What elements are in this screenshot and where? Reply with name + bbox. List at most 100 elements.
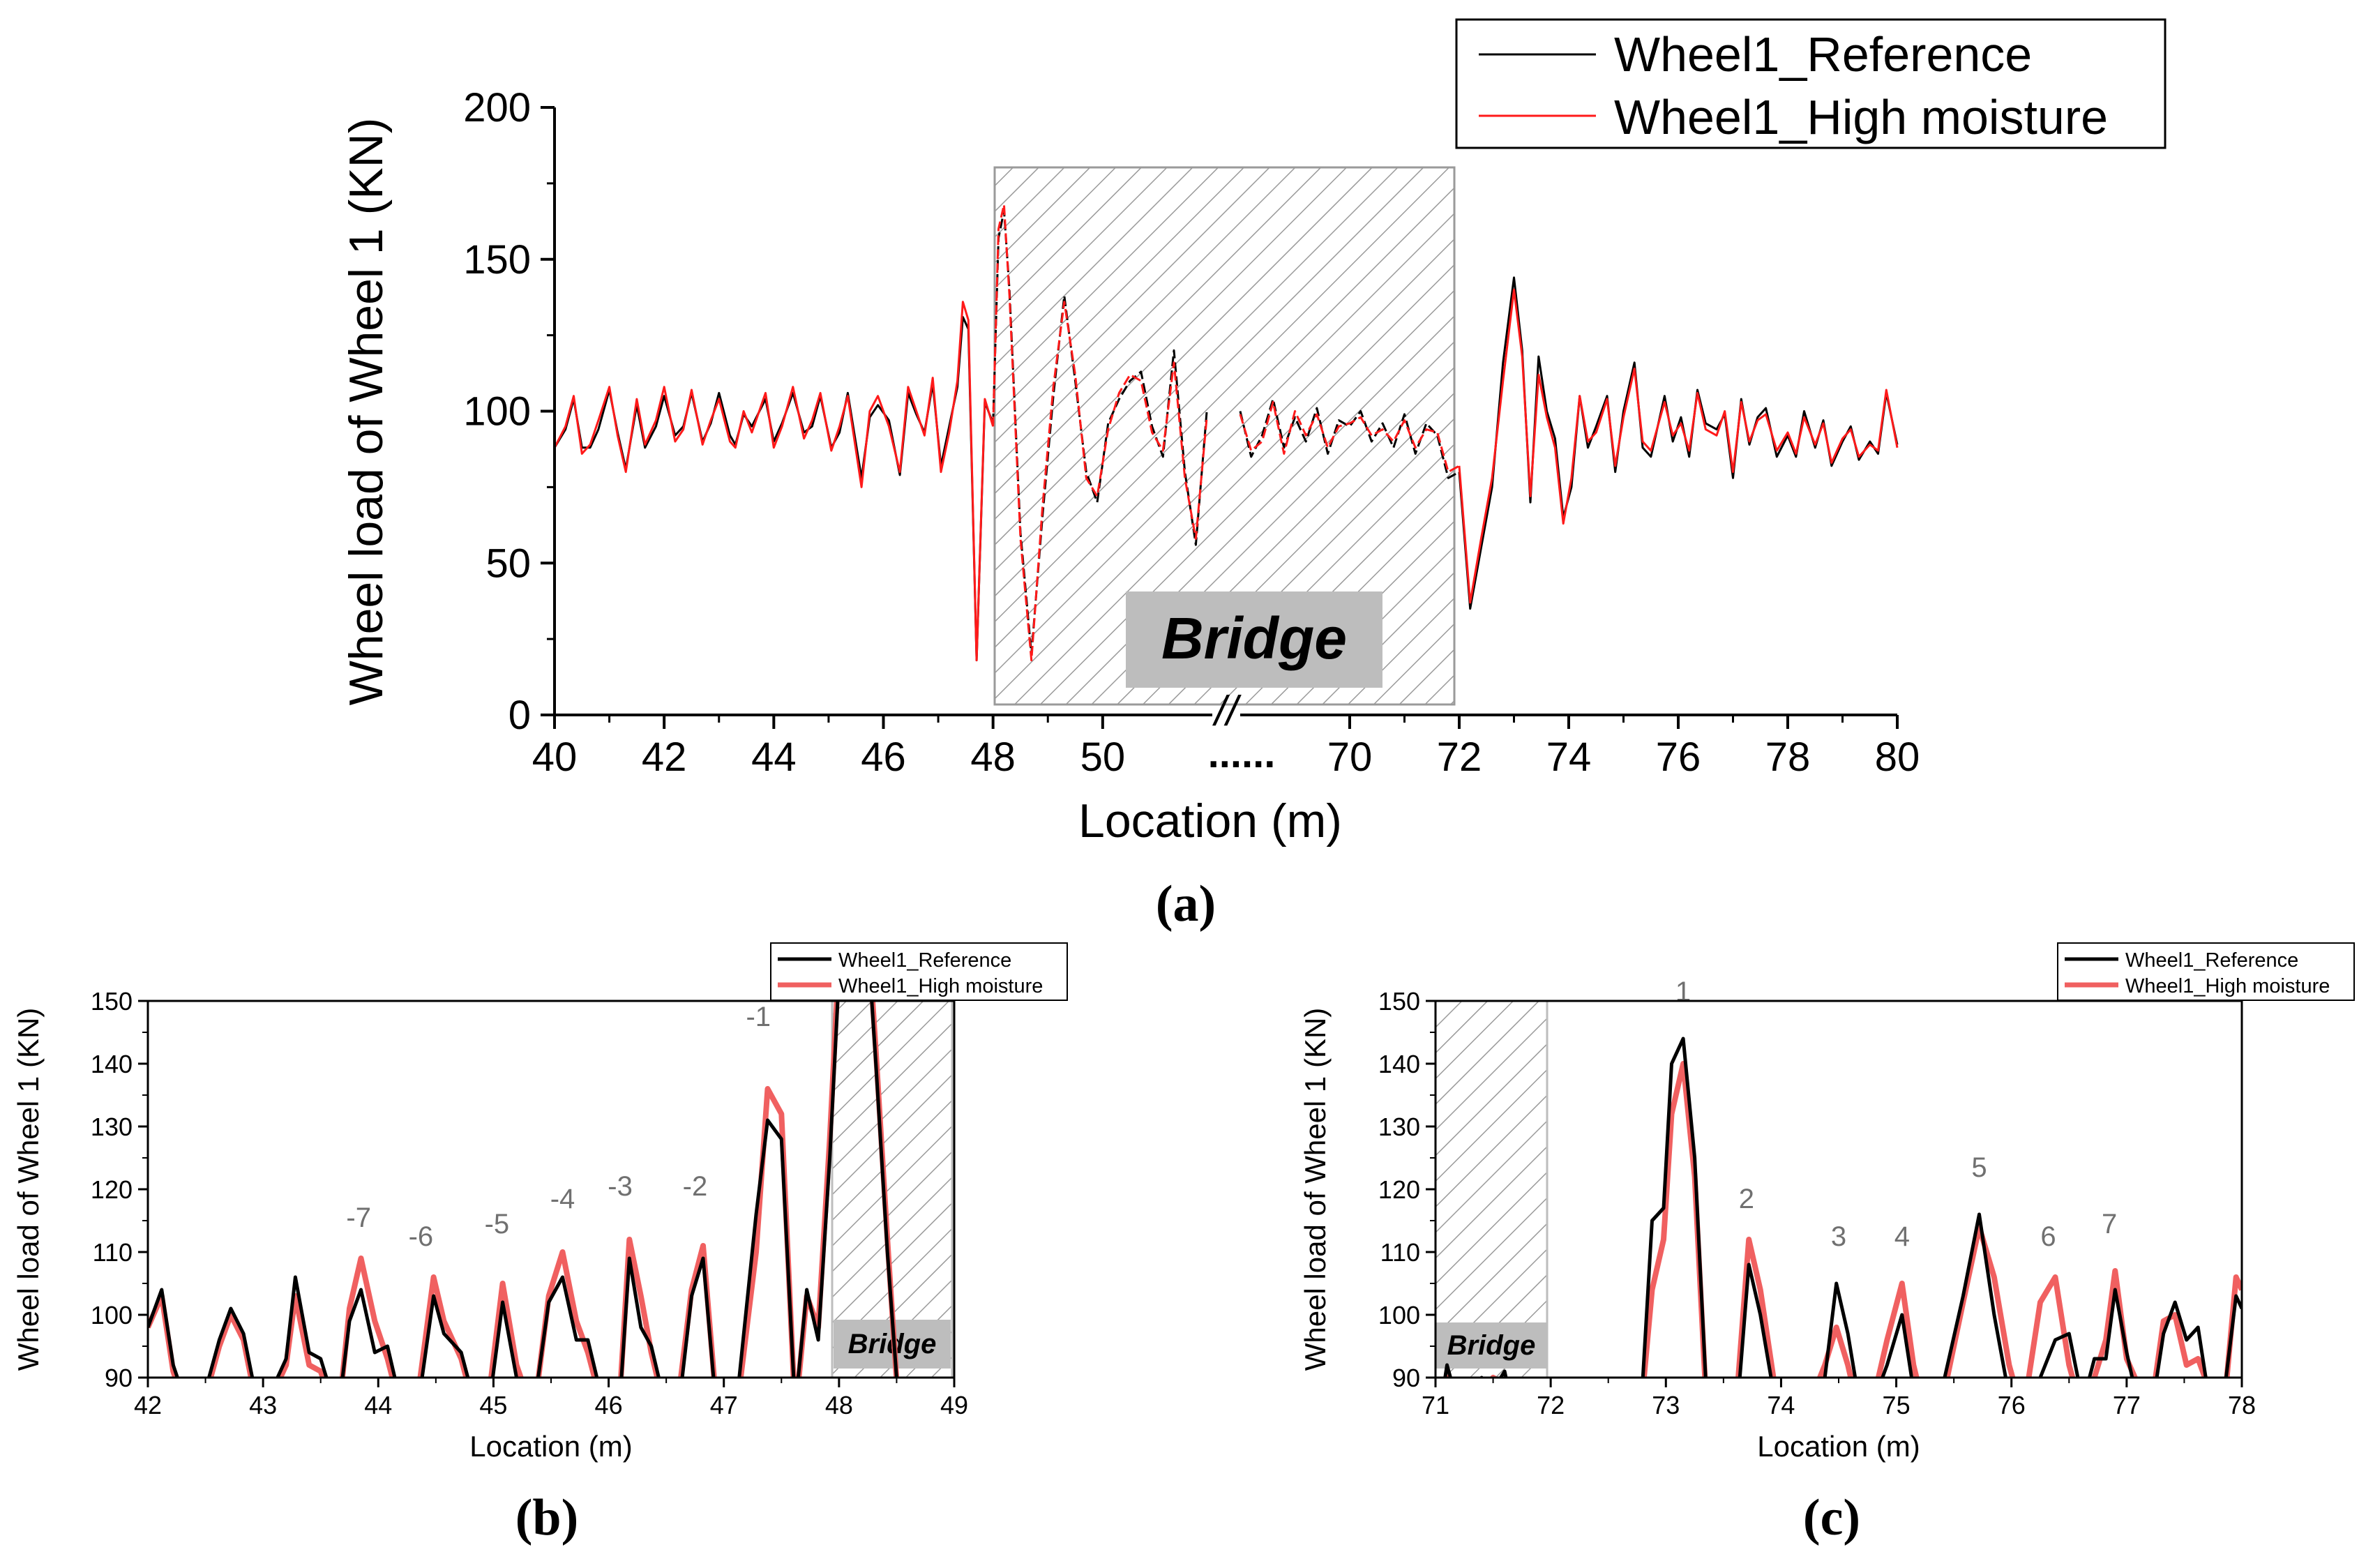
series-line-c-reference — [1443, 1036, 2242, 1378]
panel-a: Bridge 0 50 100 150 200 40 42 44 46 48 50 70 72 74 76 7… — [340, 18, 2167, 933]
x-tick-label-c: 73 — [1652, 1391, 1680, 1419]
bridge-label-box-c — [1436, 1322, 1547, 1369]
bridge-label-a: Bridge — [1161, 605, 1347, 671]
x-tick-label-a: 50 — [1080, 734, 1126, 780]
peak-labels-c: 1 2 3 4 5 6 7 — [1675, 977, 2117, 1252]
x-tick-label-a: 74 — [1546, 734, 1592, 780]
x-tick-label-c: 72 — [1537, 1391, 1565, 1419]
plot-lines-b — [148, 1001, 900, 1378]
y-tick-label-b: 150 — [91, 987, 133, 1016]
x-axis-label-a: Location (m) — [1078, 794, 1342, 847]
y-tick-label-c: 90 — [1392, 1364, 1420, 1392]
x-tick-label-a: 42 — [642, 734, 687, 780]
peak-label-b: -4 — [550, 1184, 575, 1214]
legend-b: Wheel1_Reference Wheel1_High moisture — [770, 942, 1068, 1001]
peak-labels-b: -7 -6 -5 -4 -3 -2 -1 — [346, 1002, 771, 1252]
x-tick-label-c: 75 — [1883, 1391, 1911, 1419]
x-tick-label-a: 80 — [1875, 734, 1920, 780]
y-tick-label-b: 120 — [91, 1175, 133, 1204]
x-tick-label-c: 78 — [2228, 1391, 2256, 1419]
y-tick-label-a: 100 — [463, 389, 531, 435]
legend-c: Wheel1_Reference Wheel1_High moisture — [2057, 942, 2355, 1001]
x-tick-label-a: 70 — [1327, 734, 1373, 780]
x-tick-label-c: 74 — [1767, 1391, 1795, 1419]
peak-label-c: 2 — [1739, 1184, 1754, 1214]
x-tick-label-b: 44 — [364, 1391, 392, 1419]
series-line-a-high-moisture-seg2 — [1239, 400, 1460, 474]
y-tick-label-b: 140 — [91, 1050, 133, 1078]
peak-label-c: 3 — [1831, 1221, 1846, 1252]
peak-label-b: -3 — [608, 1171, 633, 1202]
peak-label-c: 4 — [1894, 1221, 1910, 1252]
y-tick-label-c: 110 — [1380, 1238, 1420, 1267]
x-tick-label-a: 78 — [1765, 734, 1811, 780]
x-axis-label-c: Location (m) — [1757, 1430, 1920, 1463]
y-axis-label-b: Wheel load of Wheel 1 (KN) — [12, 1008, 45, 1371]
bridge-hatch-region-c — [1434, 1000, 1549, 1379]
panel-label-c: (c) — [1803, 1489, 1860, 1546]
x-tick-label-c: 76 — [1998, 1391, 2026, 1419]
y-tick-label-b: 90 — [105, 1364, 133, 1392]
y-tick-label-a: 150 — [463, 237, 531, 282]
peak-label-b: -2 — [683, 1171, 708, 1202]
x-tick-label-b: 47 — [710, 1391, 738, 1419]
legend-box-c — [2057, 942, 2355, 1001]
y-tick-label-b: 130 — [91, 1113, 133, 1141]
x-tick-label-b: 42 — [134, 1391, 162, 1419]
x-tick-label-b: 43 — [249, 1391, 277, 1419]
x-tick-label-b: 46 — [595, 1391, 623, 1419]
series-line-a-high-moisture-seg0 — [555, 301, 995, 662]
legend-reference-b: Wheel1_Reference — [838, 949, 1011, 972]
series-line-a-reference-seg0 — [555, 316, 995, 662]
legend-high-moisture-c: Wheel1_High moisture — [2125, 975, 2330, 997]
x-tick-label-a: 76 — [1656, 734, 1701, 780]
panel-c: Bridge 1 2 3 4 5 6 7 90 100 110 120 130 140 150 71 72 7… — [1299, 942, 2355, 1546]
x-tick-label-c: 71 — [1422, 1391, 1449, 1419]
panel-b: Bridge -7-6 -5-4 -3 -2-1 901001101201301401… — [12, 942, 1068, 1546]
y-tick-label-c: 150 — [1378, 987, 1420, 1016]
legend-reference-a: Wheel1_Reference — [1614, 27, 2032, 82]
y-tick-label-c: 140 — [1378, 1050, 1420, 1078]
y-axis-label-c: Wheel load of Wheel 1 (KN) — [1299, 1008, 1332, 1371]
y-tick-label-c: 120 — [1378, 1175, 1420, 1204]
y-tick-label-c: 100 — [1378, 1301, 1420, 1329]
series-line-a-high-moisture-seg3 — [1458, 288, 1899, 604]
x-tick-label-b: 45 — [479, 1391, 507, 1419]
peak-label-b: -1 — [746, 1002, 771, 1032]
y-tick-label-a: 200 — [463, 85, 531, 130]
legend-high-moisture-a: Wheel1_High moisture — [1614, 90, 2108, 144]
peak-label-b: -7 — [346, 1203, 371, 1233]
series-line-a-high-moisture-seg1 — [992, 203, 1208, 662]
panel-label-a: (a) — [1156, 875, 1216, 933]
peak-label-c: 7 — [2102, 1209, 2117, 1239]
peak-label-b: -6 — [409, 1221, 434, 1252]
y-tick-label-a: 0 — [508, 693, 531, 738]
y-axis-label-a: Wheel load of Wheel 1 (KN) — [340, 118, 393, 706]
peak-label-b: -5 — [485, 1209, 510, 1239]
legend-reference-c: Wheel1_Reference — [2125, 949, 2298, 972]
plot-lines-a — [555, 203, 1899, 662]
legend-high-moisture-b: Wheel1_High moisture — [838, 975, 1043, 997]
legend-box-a — [1455, 18, 2167, 149]
x-tick-label-a: 72 — [1437, 734, 1482, 780]
x-tick-label-a: 48 — [970, 734, 1016, 780]
x-tick-label-a: 40 — [532, 734, 578, 780]
ticks-b: 90 100 110 120 130 140 150 42 43 44 45 46 47 48 49 — [91, 987, 968, 1419]
x-tick-label-a: 44 — [751, 734, 797, 780]
axis-break-label: ...... — [1208, 731, 1276, 776]
panel-label-b: (b) — [515, 1489, 578, 1546]
legend-box-b — [770, 942, 1068, 1001]
x-tick-label-b: 48 — [825, 1391, 853, 1419]
peak-label-c: 5 — [1971, 1152, 1987, 1183]
y-tick-label-c: 130 — [1378, 1113, 1420, 1141]
y-tick-label-b: 100 — [91, 1301, 133, 1329]
plot-lines-c — [1443, 1036, 2242, 1378]
y-tick-label-b: 110 — [93, 1238, 133, 1267]
x-tick-label-a: 46 — [861, 734, 906, 780]
peak-label-c: 1 — [1675, 977, 1691, 1007]
axis-break-mark: // — [1212, 688, 1242, 734]
ticks-a: 0 50 100 150 200 40 42 44 46 48 50 70 72 74 76 78 80 — [463, 85, 1920, 780]
series-line-a-reference-seg3 — [1458, 276, 1899, 610]
